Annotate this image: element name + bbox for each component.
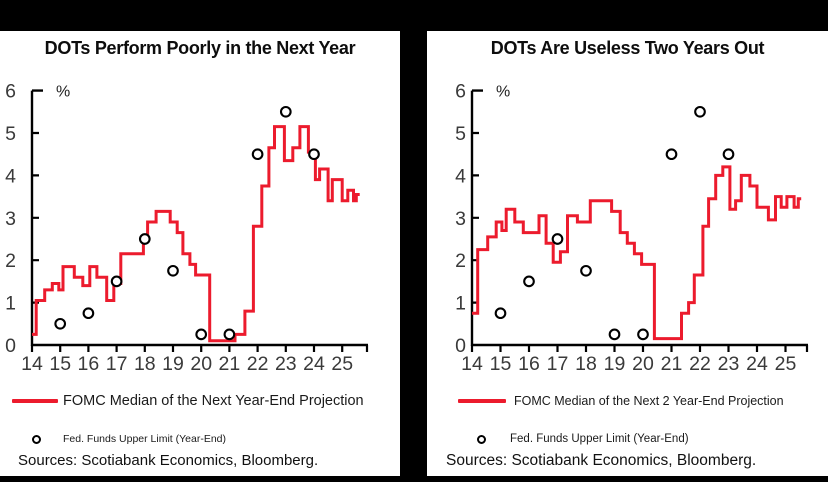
svg-text:24: 24 xyxy=(303,353,325,375)
svg-text:16: 16 xyxy=(78,353,100,375)
svg-text:4: 4 xyxy=(455,165,466,187)
svg-text:19: 19 xyxy=(162,353,184,375)
right-legend-line-row: FOMC Median of the Next 2 Year-End Proje… xyxy=(427,393,828,409)
svg-text:19: 19 xyxy=(604,353,626,375)
svg-text:18: 18 xyxy=(134,353,156,375)
left-chart-title: DOTs Perform Poorly in the Next Year xyxy=(44,38,356,58)
red-line-swatch-icon xyxy=(458,399,506,403)
open-circle-marker-icon xyxy=(477,434,486,444)
svg-text:1: 1 xyxy=(455,293,466,315)
right-legend-dot-label: Fed. Funds Upper Limit (Year-End) xyxy=(510,433,689,445)
svg-text:25: 25 xyxy=(331,353,353,375)
svg-text:20: 20 xyxy=(632,353,654,375)
right-sources-note: Sources: Scotiabank Economics, Bloomberg… xyxy=(446,452,757,469)
open-circle-marker-icon xyxy=(32,434,41,444)
right-legend-dot-row: Fed. Funds Upper Limit (Year-End) xyxy=(427,431,828,447)
svg-text:16: 16 xyxy=(518,353,540,375)
left-legend-line-row: FOMC Median of the Next Year-End Project… xyxy=(0,393,400,409)
svg-text:15: 15 xyxy=(490,353,512,375)
svg-text:3: 3 xyxy=(5,208,16,230)
left-sources-note: Sources: Scotiabank Economics, Bloomberg… xyxy=(18,452,319,469)
left-legend-dot-label: Fed. Funds Upper Limit (Year-End) xyxy=(63,433,227,445)
svg-text:%: % xyxy=(56,84,70,101)
svg-text:25: 25 xyxy=(775,353,797,375)
svg-text:17: 17 xyxy=(106,353,128,375)
svg-text:17: 17 xyxy=(547,353,569,375)
svg-text:6: 6 xyxy=(5,81,16,103)
vertical-divider-bar xyxy=(400,0,427,482)
svg-text:24: 24 xyxy=(746,353,768,375)
svg-text:3: 3 xyxy=(455,208,466,230)
svg-text:4: 4 xyxy=(5,165,16,187)
svg-text:20: 20 xyxy=(190,353,212,375)
svg-text:14: 14 xyxy=(21,353,43,375)
red-line-swatch-icon xyxy=(12,399,58,403)
bottom-black-bar xyxy=(0,476,828,482)
svg-text:5: 5 xyxy=(5,123,16,145)
svg-text:21: 21 xyxy=(661,353,683,375)
svg-text:22: 22 xyxy=(247,353,269,375)
right-chart-panel: DOTs Are Useless Two Years Out 6 5 4 3 2 1 0 14… xyxy=(427,31,828,476)
svg-text:2: 2 xyxy=(455,250,466,272)
left-legend-line-label: FOMC Median of the Next Year-End Project… xyxy=(63,393,364,409)
svg-text:18: 18 xyxy=(575,353,597,375)
svg-text:22: 22 xyxy=(689,353,711,375)
svg-text:1: 1 xyxy=(5,293,16,315)
svg-text:6: 6 xyxy=(455,81,466,103)
svg-text:23: 23 xyxy=(718,353,740,375)
svg-text:0: 0 xyxy=(455,335,466,357)
right-legend-line-label: FOMC Median of the Next 2 Year-End Proje… xyxy=(514,394,784,408)
svg-text:21: 21 xyxy=(219,353,241,375)
svg-text:5: 5 xyxy=(455,123,466,145)
svg-text:23: 23 xyxy=(275,353,297,375)
svg-text:%: % xyxy=(496,84,510,101)
svg-text:15: 15 xyxy=(49,353,71,375)
svg-text:2: 2 xyxy=(5,250,16,272)
left-chart-panel: DOTs Perform Poorly in the Next Year 6 5 4… xyxy=(0,31,400,476)
right-chart-title: DOTs Are Useless Two Years Out xyxy=(490,38,765,58)
svg-text:0: 0 xyxy=(5,335,16,357)
left-legend-dot-row: Fed. Funds Upper Limit (Year-End) xyxy=(0,431,400,447)
svg-text:14: 14 xyxy=(461,353,483,375)
